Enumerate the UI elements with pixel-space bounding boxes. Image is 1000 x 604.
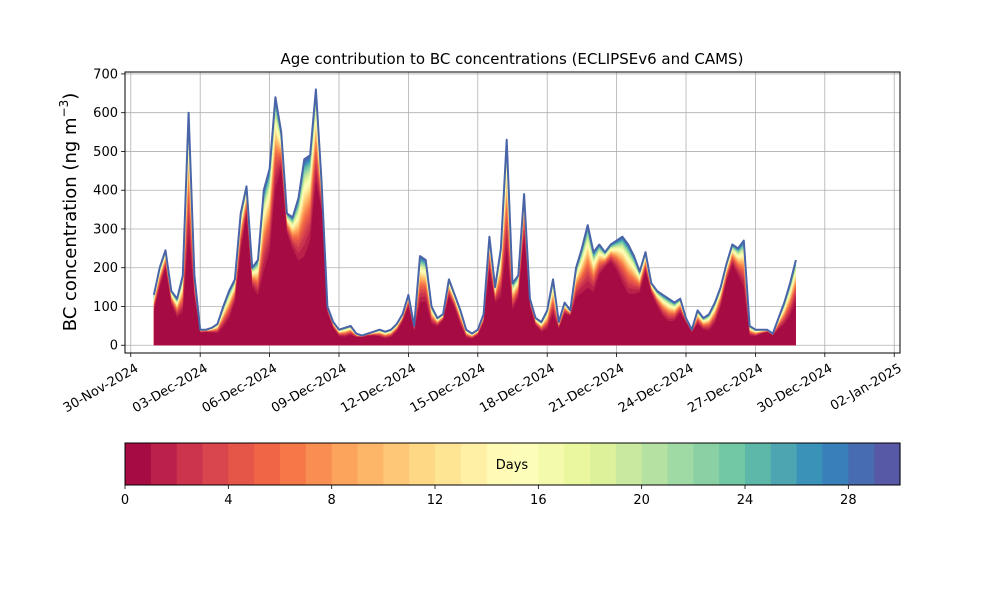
age-band-area — [153, 168, 796, 346]
x-tick-label: 15-Dec-2024 — [408, 361, 488, 416]
colorbar-segment — [125, 443, 152, 485]
colorbar-segment — [590, 443, 617, 485]
colorbar-segment — [796, 443, 824, 485]
colorbar-segment — [305, 443, 333, 485]
x-tick-label: 27-Dec-2024 — [685, 361, 765, 416]
colorbar-tick-label: 28 — [840, 493, 857, 508]
grid-lines — [125, 72, 900, 353]
colorbar-segment — [409, 443, 436, 485]
colorbar-ticks: 0 4 8 12 16 20 24 28 — [121, 485, 857, 508]
colorbar-segment — [357, 443, 384, 485]
colorbar-tick-label: 12 — [427, 493, 444, 508]
colorbar-segment — [564, 443, 591, 485]
colorbar-tick-label: 20 — [633, 493, 650, 508]
colorbar-segment — [331, 443, 359, 485]
y-tick-label: 500 — [93, 145, 118, 160]
y-axis-ticks: 0 100 200 300 400 500 600 700 — [93, 67, 125, 354]
colorbar-segment — [719, 443, 746, 485]
colorbar-label: Days — [496, 458, 529, 473]
colorbar-segment — [486, 443, 514, 485]
colorbar-segment — [770, 443, 798, 485]
colorbar-segment — [641, 443, 669, 485]
colorbar-tick-label: 24 — [737, 493, 754, 508]
colorbar-segment — [254, 443, 281, 485]
colorbar-segment — [538, 443, 565, 485]
total-series — [152, 88, 797, 337]
colorbar-segment — [202, 443, 229, 485]
colorbar-segment — [667, 443, 694, 485]
colorbar-segment — [874, 443, 901, 485]
y-tick-label: 200 — [93, 261, 118, 276]
colorbar-segment — [460, 443, 488, 485]
y-tick-label: 400 — [93, 184, 118, 199]
colorbar — [124, 442, 901, 486]
colorbar-segment — [693, 443, 720, 485]
colorbar-tick-label: 16 — [530, 493, 547, 508]
y-axis-label-exponent: −3 — [57, 100, 71, 118]
x-tick-label: 12-Dec-2024 — [338, 361, 418, 416]
colorbar-segment — [228, 443, 255, 485]
plot-frame — [124, 71, 901, 354]
x-tick-label: 30-Nov-2024 — [61, 361, 141, 416]
y-tick-label: 0 — [110, 339, 118, 354]
x-tick-label: 30-Dec-2024 — [755, 361, 835, 416]
y-axis-label-end: ) — [60, 93, 81, 100]
x-tick-label: 06-Dec-2024 — [200, 361, 280, 416]
colorbar-frame — [124, 442, 901, 486]
x-axis-ticks: 30-Nov-202403-Dec-202406-Dec-202409-Dec-… — [61, 353, 905, 416]
colorbar-segment — [848, 443, 875, 485]
x-tick-label: 03-Dec-2024 — [130, 361, 210, 416]
colorbar-tick-label: 0 — [121, 493, 129, 508]
x-tick-label: 21-Dec-2024 — [547, 361, 627, 416]
colorbar-tick-label: 8 — [328, 493, 336, 508]
colorbar-segment — [150, 443, 178, 485]
y-axis-label: BC concentration (ng m−3) — [57, 93, 81, 332]
colorbar-segment — [435, 443, 462, 485]
colorbar-segment — [383, 443, 410, 485]
chart-title: Age contribution to BC concentrations (E… — [281, 50, 744, 68]
total-concentration-line — [152, 88, 797, 337]
y-axis-label-main: BC concentration (ng m — [60, 117, 81, 331]
y-tick-label: 700 — [93, 67, 118, 82]
colorbar-segment — [822, 443, 849, 485]
colorbar-segment — [745, 443, 772, 485]
y-tick-label: 100 — [93, 300, 118, 315]
stacked-age-areas — [153, 89, 796, 346]
colorbar-segment — [176, 443, 204, 485]
y-tick-label: 600 — [93, 106, 118, 121]
colorbar-segment — [280, 443, 307, 485]
y-tick-label: 300 — [93, 222, 118, 237]
colorbar-segment — [512, 443, 539, 485]
x-tick-label: 02-Jan-2025 — [828, 361, 905, 414]
x-tick-label: 24-Dec-2024 — [616, 361, 696, 416]
colorbar-segment — [615, 443, 643, 485]
colorbar-tick-label: 4 — [224, 493, 232, 508]
x-tick-label: 09-Dec-2024 — [269, 361, 349, 416]
x-tick-label: 18-Dec-2024 — [477, 361, 557, 416]
